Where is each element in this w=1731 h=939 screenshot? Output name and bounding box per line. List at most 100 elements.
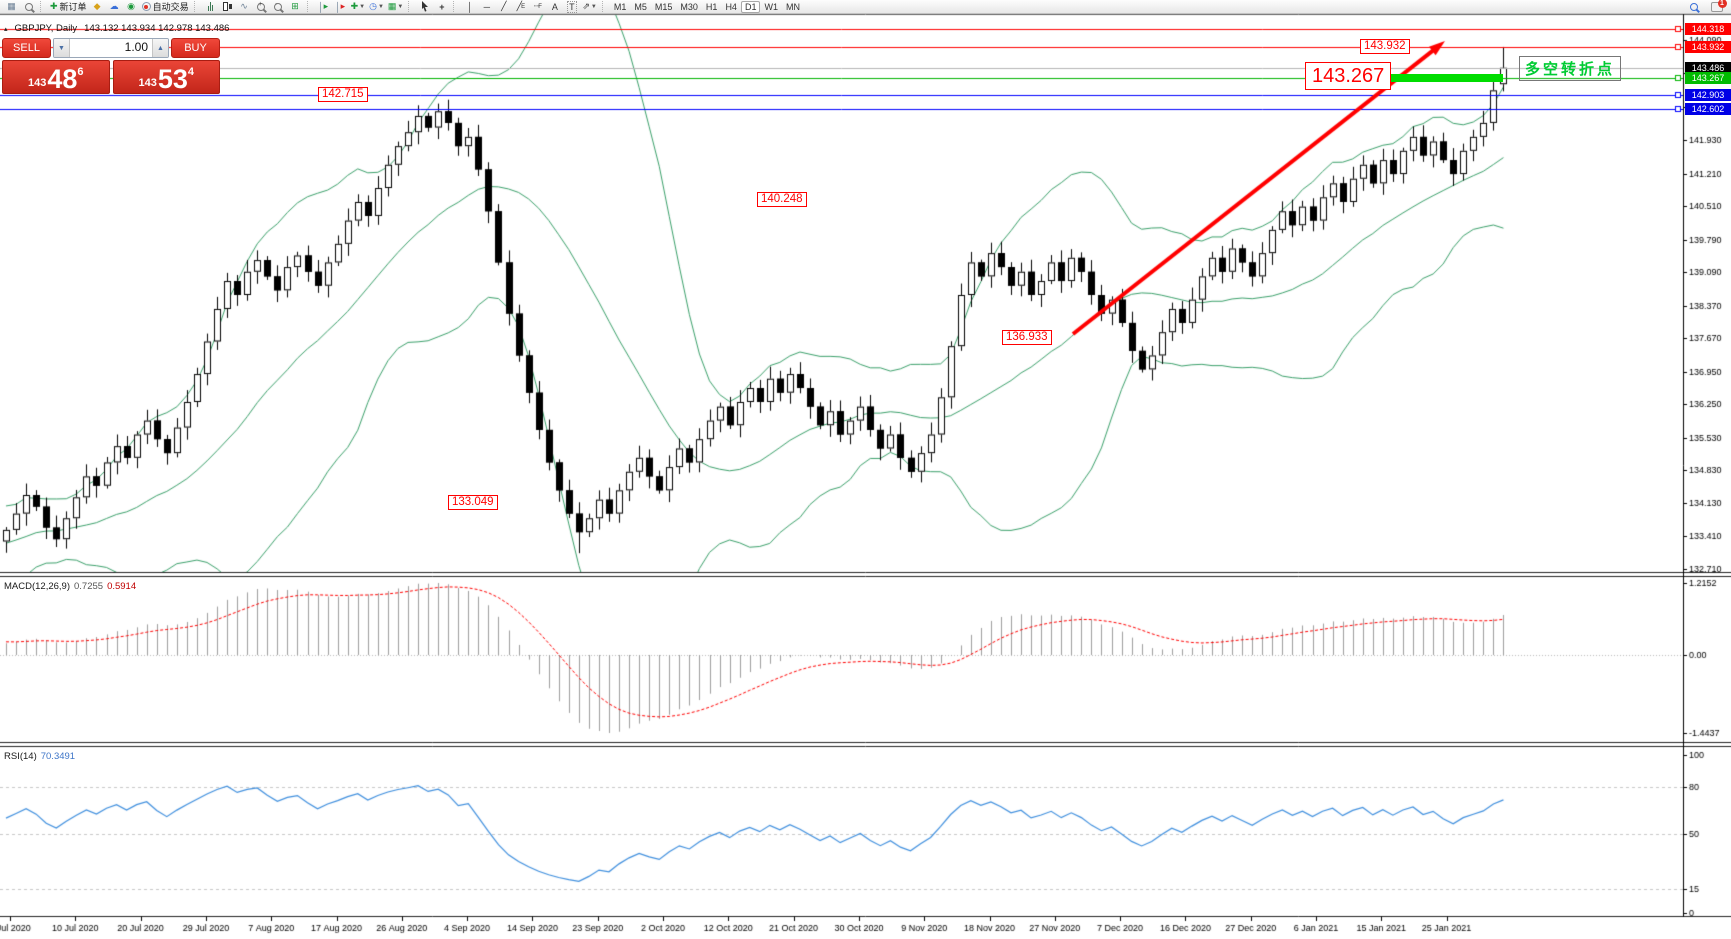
price-annotation[interactable]: 143.932 [1360,39,1410,54]
indicators-icon: ✚ [350,1,359,11]
zoom-in-button[interactable]: + [253,1,270,13]
notification-badge: 1 [1717,0,1727,8]
line-chart-button[interactable]: ∿ [236,1,253,13]
bar-chart-button[interactable] [202,1,219,13]
templates-button[interactable]: ▦ ▼ [386,1,405,13]
toolbar-separator [193,1,199,12]
volume-increase-button[interactable]: ▲ [152,39,168,57]
zoom-out-button[interactable]: - [270,1,287,13]
timeframe-w1[interactable]: W1 [764,1,778,12]
zoom-in-icon: + [257,1,266,11]
cursor-button[interactable] [416,1,433,13]
price-annotation[interactable]: 143.267 [1305,62,1392,90]
sell-button[interactable]: SELL [2,38,51,58]
one-click-trading-panel: SELL ▼ 1.00 ▲ BUY 143 48 6 143 53 4 [2,38,220,94]
arrows-button[interactable]: ⇗ ▼ [580,1,599,13]
cursor-icon [422,1,429,12]
timeframe-m15[interactable]: M15 [654,1,673,12]
bid-price-box[interactable]: 143 48 6 [2,60,110,94]
price-annotation[interactable]: 142.715 [318,87,368,102]
chat-button[interactable]: 1 [1708,0,1727,13]
bid-pip: 6 [77,66,84,78]
tile-windows-icon: ⊞ [291,1,299,11]
vertical-line-icon: │ [467,1,473,12]
templates-icon: ▦ [387,1,397,11]
horizontal-line-button[interactable]: ─ [478,1,495,13]
crosshair-button[interactable]: + [433,1,450,13]
ask-prefix: 143 [138,77,157,89]
bid-big: 48 [47,64,78,94]
candle-chart-button[interactable] [219,1,236,13]
cloud-icon: ☁ [109,1,119,11]
line-chart-icon: ∿ [240,1,248,11]
new-order-button[interactable]: ✚ 新订单 [50,1,87,12]
chat-bubble-icon: 1 [1710,0,1727,12]
ask-price-box[interactable]: 143 53 4 [112,60,220,94]
fibonacci-button[interactable]: ┈ F [533,1,542,11]
vertical-line-button[interactable]: │ [461,1,478,13]
chevron-down-icon: ▼ [397,3,404,10]
arrows-icon: ⇗ [582,1,590,11]
price-line-label: 142.602 [1685,102,1731,115]
volume-decrease-button[interactable]: ▼ [54,39,70,57]
toolbar-separator [40,1,45,12]
autotrading-button[interactable]: 自动交易 [140,1,191,13]
price-line-label: 143.932 [1685,41,1731,53]
volume-input[interactable]: 1.00 [124,40,148,54]
new-chart-button[interactable]: ▦ [3,1,20,13]
timeframe-m1[interactable]: M1 [613,1,627,12]
timeframe-d1[interactable]: D1 [740,0,761,13]
price-annotation[interactable]: 133.049 [448,495,498,510]
price-annotation[interactable]: 136.933 [1002,330,1052,345]
trendline-button[interactable]: ╱ [495,1,512,13]
history-center-button[interactable]: ◆ [89,1,106,13]
search-button[interactable] [1685,1,1702,13]
turning-point-label[interactable]: 多空转折点 [1519,56,1622,81]
signals-button[interactable]: ◉ [123,1,140,13]
toolbar-separator [601,1,607,12]
toolbar-separator [306,1,312,12]
main-toolbar: ▦ ✚ 新订单 ◆ ☁ ◉ 自动交易 ∿ + - ⊞ │ ▸ │ ▸ ✚ ▼ ◷ ▼ ▦ ▼… [0,0,1731,14]
price-line-label: 143.267 [1685,71,1731,84]
timeframe-m5[interactable]: M5 [634,1,647,12]
chevron-down-icon: ▼ [590,3,597,10]
indicators-button[interactable]: ✚ ▼ [349,1,368,13]
price-annotation[interactable]: 140.248 [757,192,807,207]
plus-chart-icon: ✚ [50,1,58,11]
clock-icon: ◷ [369,1,377,11]
chart-shift-arrow-icon: ▸ [340,1,346,11]
tile-windows-button[interactable]: ⊞ [287,1,304,13]
auto-scroll-button[interactable]: │ ▸ [315,1,332,13]
macd-pane-label: MACD(12,26,9) 0.7255 0.5914 [4,581,137,592]
fibonacci-icon: ┈ [533,1,540,11]
crosshair-icon: + [439,1,445,12]
price-line-label: 144.318 [1685,23,1731,36]
chart-shift-icon: │ [335,1,341,12]
market-watch-button[interactable] [20,1,37,13]
timeframe-h1[interactable]: H1 [705,1,718,12]
buy-button[interactable]: BUY [171,38,220,58]
text-button[interactable]: A [546,1,563,13]
cloud-button[interactable]: ☁ [106,1,123,13]
price-line-label: 142.903 [1685,88,1731,101]
timeframe-mn[interactable]: MN [785,1,800,12]
trendline-icon: ╱ [501,1,507,11]
current-price-label: 143.486 [1685,61,1731,74]
auto-scroll-icon: │ [318,1,324,12]
support-level-bar[interactable] [1390,74,1503,82]
chart-ohlc-header: ▴ GBPJPY, Daily 143.132 143.934 142.978 … [4,23,229,34]
timeframe-m30[interactable]: M30 [680,1,698,12]
zoom-out-icon: - [274,1,283,11]
timeframe-h4[interactable]: H4 [725,1,737,12]
new-chart-icon: ▦ [7,1,16,11]
bid-prefix: 143 [27,77,47,89]
text-label-icon: T [567,0,577,13]
text-label-button[interactable]: T [563,0,580,13]
signals-icon: ◉ [127,1,135,11]
ask-big: 53 [157,64,188,94]
magnifier-icon [24,2,33,11]
periods-button[interactable]: ◷ ▼ [367,1,386,13]
channel-button[interactable]: ╱ E [516,1,526,11]
chart-shift-button[interactable]: │ ▸ [332,1,349,13]
